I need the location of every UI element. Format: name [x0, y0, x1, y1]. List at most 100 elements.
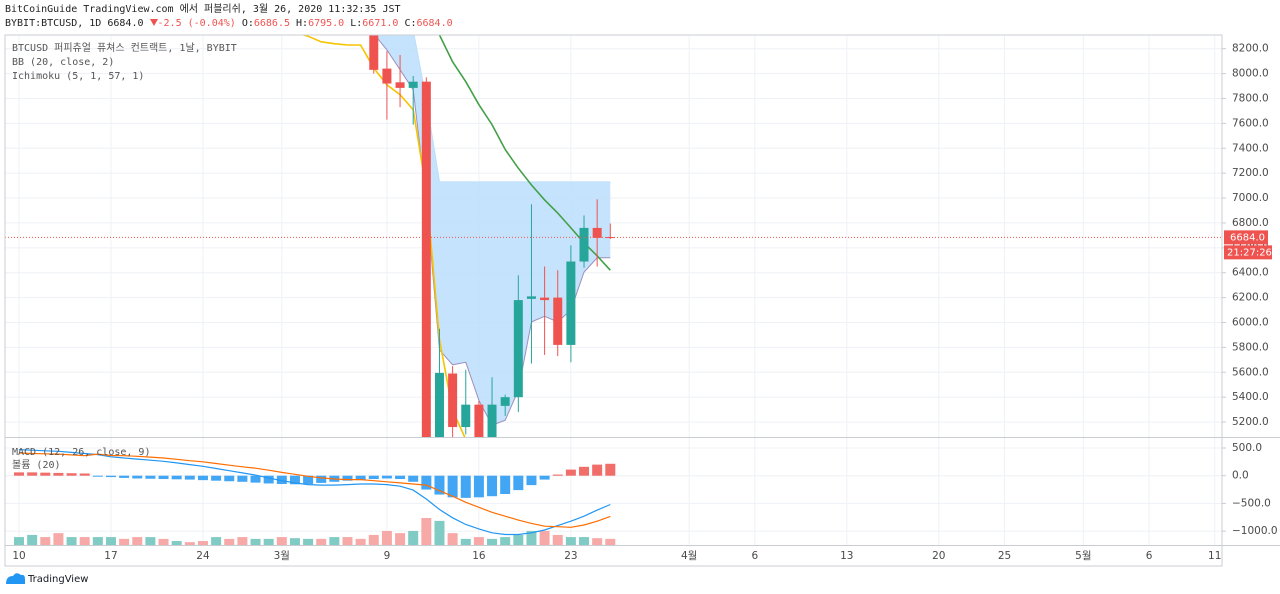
macd-line	[18, 452, 611, 528]
histogram-bar	[579, 466, 590, 476]
indicator-line	[300, 35, 466, 437]
y-tick-label: −1000.0	[1232, 525, 1278, 537]
volume-bar	[132, 537, 143, 545]
y-tick-label: 7400.0	[1232, 142, 1269, 154]
price-pane	[5, 35, 1222, 437]
legend-volume: 볼륨 (20)	[12, 459, 61, 471]
volume-bar	[119, 538, 130, 545]
last-price-box	[1224, 230, 1268, 245]
volume-bar	[460, 538, 471, 545]
x-tick-label: 16	[472, 550, 486, 562]
volume-bar	[289, 538, 300, 545]
countdown-box	[1224, 245, 1272, 260]
histogram-bar	[66, 473, 77, 476]
volume-bar	[79, 537, 90, 545]
y-tick-label: 6000.0	[1232, 316, 1269, 328]
candle-body	[487, 404, 497, 437]
y-tick-label: −500.0	[1232, 497, 1271, 509]
y-tick-label: 7200.0	[1232, 167, 1269, 179]
histogram-bar	[447, 475, 458, 498]
o-label: O:	[241, 18, 254, 29]
x-tick-label: 10	[12, 550, 25, 562]
y-tick-label: 500.0	[1232, 442, 1262, 454]
candle-body	[579, 227, 589, 262]
volume-bar	[605, 538, 616, 545]
candle-body	[566, 261, 576, 345]
volume-bar	[14, 537, 24, 545]
volume-bar	[368, 534, 379, 545]
histogram-bar	[158, 475, 169, 480]
volume-bar	[316, 538, 327, 545]
histogram-bar	[368, 475, 379, 480]
y-tick-label: 8200.0	[1232, 43, 1269, 55]
x-tick-label: 4월	[681, 550, 697, 562]
volume-bar	[381, 530, 392, 545]
histogram-bar	[487, 475, 498, 497]
x-tick-label: 11	[1208, 550, 1221, 562]
grid	[5, 35, 1222, 545]
volume-bar	[184, 542, 195, 545]
volume-bar	[579, 537, 590, 545]
symbol: BYBIT:BTCUSD, 1D	[5, 18, 102, 29]
volume-bar	[526, 530, 537, 545]
y-tick-label: 7800.0	[1232, 92, 1269, 104]
histogram-bar	[184, 475, 195, 480]
histogram-bar	[171, 475, 182, 480]
candle-body	[421, 81, 431, 437]
volume-bar	[513, 534, 524, 545]
h-label: H:	[296, 18, 309, 29]
candle-body	[461, 404, 471, 428]
histogram-bar	[276, 475, 287, 485]
volume-bar	[92, 537, 103, 545]
candle-body	[540, 297, 550, 301]
candle-body	[474, 404, 484, 437]
x-tick-label: 17	[104, 550, 117, 562]
o-value: 6686.5	[253, 18, 290, 29]
volume-bar	[395, 533, 406, 545]
legend-ichimoku: Ichimoku (5, 1, 57, 1)	[12, 71, 144, 82]
x-tick-label: 6	[1146, 550, 1153, 562]
frame	[4, 34, 1223, 567]
brand[interactable]: TradingView	[27, 574, 88, 585]
x-tick-label: 25	[998, 550, 1011, 562]
histogram-bar	[316, 475, 327, 483]
histogram-bar	[211, 475, 222, 481]
histogram-bar	[408, 475, 419, 482]
histogram-bar	[145, 475, 156, 479]
last-price-label: 6684.0	[1230, 232, 1265, 243]
x-tick-label: 20	[932, 550, 945, 562]
logo[interactable]: TradingView	[6, 573, 88, 585]
logo-icon[interactable]	[6, 573, 25, 584]
histogram-bar	[460, 475, 471, 498]
volume-bar	[27, 534, 38, 545]
candle-body	[513, 300, 523, 398]
candle-body	[553, 297, 563, 345]
volume-bar	[342, 537, 353, 545]
volume-bar	[303, 538, 314, 545]
candle-body	[369, 35, 379, 70]
histogram-bar	[565, 469, 576, 476]
volume-bar	[263, 538, 274, 545]
histogram-bar	[303, 475, 314, 485]
histogram-bar	[605, 463, 616, 476]
histogram-bar	[40, 472, 51, 476]
y-tick-label: 5400.0	[1232, 391, 1269, 403]
x-tick-label: 6	[751, 550, 758, 562]
cloud-upper	[413, 35, 611, 183]
axes: 10 17 24 3월 9 16 23 4월 6 13 20 25 5월 6 11 5200.0 5400.0 5…	[12, 43, 1277, 562]
candle-body	[592, 227, 602, 238]
macd-line	[18, 449, 611, 536]
volume-bar	[66, 537, 77, 545]
histogram-bar	[342, 475, 353, 481]
x-tick-label: 24	[196, 550, 210, 562]
volume-bar	[500, 537, 511, 545]
candle-body	[408, 81, 418, 88]
c-label: C:	[404, 18, 417, 29]
symbol-line: BYBIT:BTCUSD, 1D 6684.0 -2.5 (-0.04%) O:…	[5, 17, 453, 31]
x-tick-label: 9	[384, 550, 391, 562]
histogram-bar	[289, 475, 300, 485]
volume-bar	[197, 541, 208, 545]
volume-bar	[447, 533, 458, 545]
